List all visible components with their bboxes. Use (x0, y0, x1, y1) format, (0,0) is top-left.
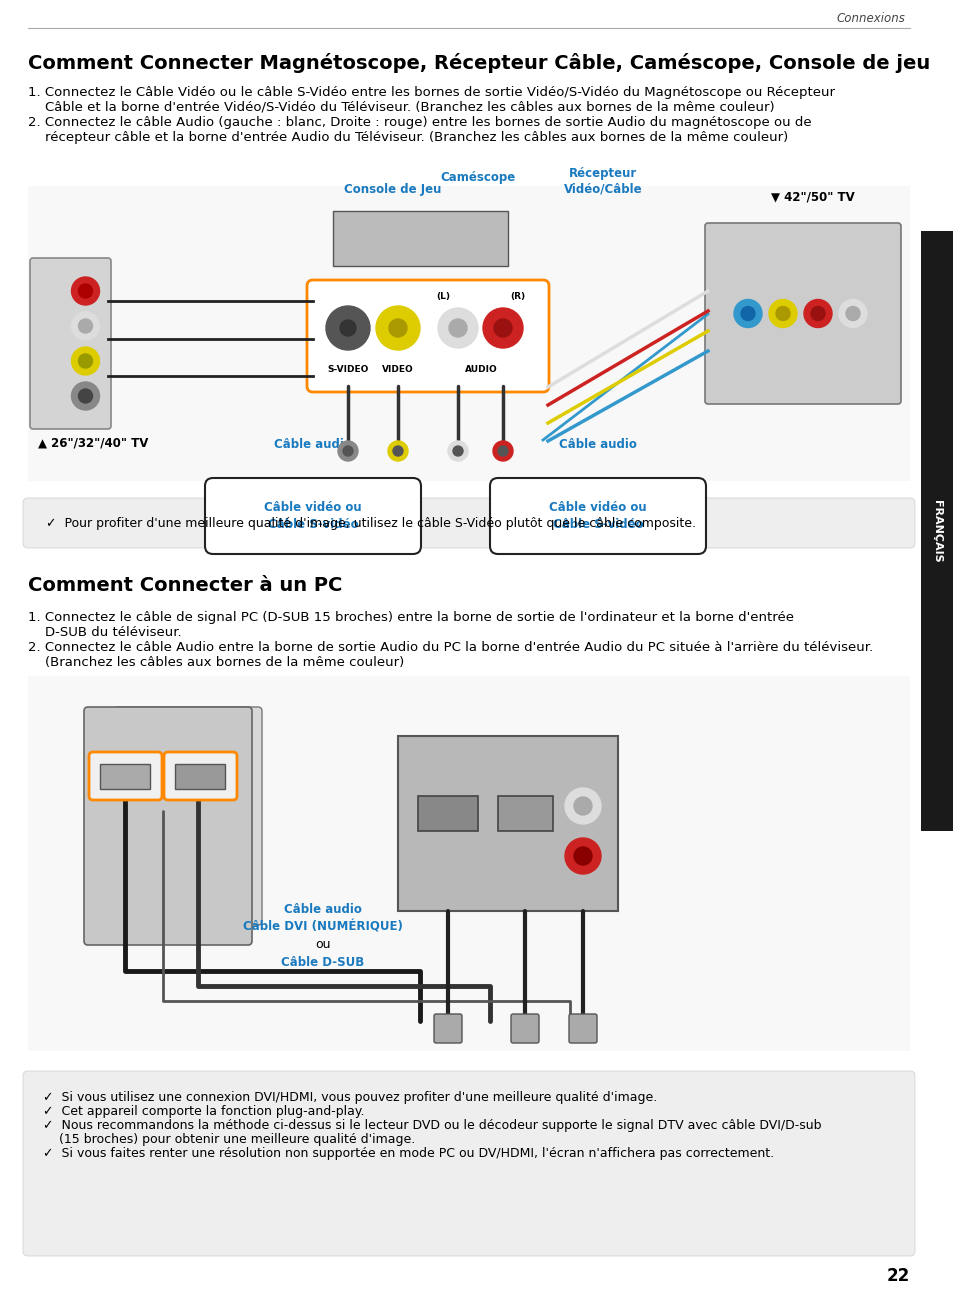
Circle shape (803, 299, 831, 328)
FancyBboxPatch shape (89, 753, 162, 800)
Text: VIDEO: VIDEO (382, 364, 414, 374)
FancyBboxPatch shape (113, 707, 262, 926)
Text: ✓  Pour profiter d'une meilleure qualité d'image, utilisez le câble S-Vidéo plut: ✓ Pour profiter d'une meilleure qualité … (46, 517, 696, 530)
FancyBboxPatch shape (434, 1013, 461, 1044)
Text: 2. Connectez le câble Audio entre la borne de sortie Audio du PC la borne d'entr: 2. Connectez le câble Audio entre la bor… (28, 641, 872, 654)
Circle shape (494, 319, 512, 337)
Text: Câble DVI (NUMÉRIQUE): Câble DVI (NUMÉRIQUE) (243, 920, 402, 933)
Bar (28, 676, 909, 1051)
FancyBboxPatch shape (84, 707, 252, 945)
Circle shape (838, 299, 866, 328)
Bar (174, 764, 225, 789)
Text: ▲ 26"/32"/40" TV: ▲ 26"/32"/40" TV (38, 437, 149, 448)
Circle shape (78, 319, 92, 333)
Text: Caméscope: Caméscope (440, 170, 515, 184)
Circle shape (393, 446, 402, 456)
Text: Comment Connecter à un PC: Comment Connecter à un PC (28, 576, 342, 595)
Circle shape (71, 312, 99, 340)
Circle shape (482, 308, 522, 347)
Text: 1. Connectez le Câble Vidéo ou le câble S-Vidéo entre les bornes de sortie Vidéo: 1. Connectez le Câble Vidéo ou le câble … (28, 87, 834, 100)
Circle shape (388, 440, 408, 461)
Circle shape (389, 319, 407, 337)
Text: ▼ 42"/50" TV: ▼ 42"/50" TV (770, 191, 854, 205)
Circle shape (574, 847, 592, 865)
Circle shape (71, 347, 99, 375)
Text: Câble audio: Câble audio (284, 903, 361, 916)
Circle shape (337, 440, 357, 461)
Circle shape (78, 284, 92, 298)
Circle shape (564, 838, 600, 874)
Bar (497, 796, 553, 831)
Text: Câble et la borne d'entrée Vidéo/S-Vidéo du Téléviseur. (Branchez les câbles aux: Câble et la borne d'entrée Vidéo/S-Vidéo… (28, 101, 774, 114)
Text: Câble audio: Câble audio (558, 438, 637, 451)
Circle shape (564, 788, 600, 825)
Text: AUDIO: AUDIO (464, 364, 497, 374)
FancyBboxPatch shape (164, 753, 236, 800)
Circle shape (453, 446, 462, 456)
Circle shape (78, 389, 92, 402)
FancyBboxPatch shape (568, 1013, 597, 1044)
Text: récepteur câble et la borne d'entrée Audio du Téléviseur. (Branchez les câbles a: récepteur câble et la borne d'entrée Aud… (28, 131, 787, 144)
FancyBboxPatch shape (205, 479, 420, 555)
Text: Câble vidéo ou
Câble S-vidéo: Câble vidéo ou Câble S-vidéo (549, 501, 646, 531)
Text: FRANÇAIS: FRANÇAIS (931, 499, 942, 562)
Text: Récepteur
Vidéo/Câble: Récepteur Vidéo/Câble (563, 166, 641, 197)
Circle shape (740, 307, 754, 320)
Circle shape (775, 307, 789, 320)
Circle shape (339, 320, 355, 336)
FancyBboxPatch shape (307, 281, 548, 392)
Circle shape (437, 308, 477, 347)
Text: D-SUB du téléviseur.: D-SUB du téléviseur. (28, 625, 181, 638)
FancyBboxPatch shape (397, 735, 618, 911)
Bar (333, 211, 507, 266)
Bar (417, 796, 477, 831)
FancyBboxPatch shape (511, 1013, 538, 1044)
Circle shape (497, 446, 507, 456)
FancyBboxPatch shape (23, 1071, 914, 1256)
Circle shape (343, 446, 353, 456)
Circle shape (493, 440, 513, 461)
FancyBboxPatch shape (704, 223, 900, 404)
Circle shape (768, 299, 796, 328)
Text: (L): (L) (436, 291, 450, 300)
Text: 1. Connectez le câble de signal PC (D-SUB 15 broches) entre la borne de sortie d: 1. Connectez le câble de signal PC (D-SU… (28, 611, 793, 624)
Text: Console de Jeu: Console de Jeu (344, 184, 441, 197)
Text: ✓  Si vous utilisez une connexion DVI/HDMI, vous pouvez profiter d'une meilleure: ✓ Si vous utilisez une connexion DVI/HDM… (43, 1091, 657, 1104)
Text: (15 broches) pour obtenir une meilleure qualité d'image.: (15 broches) pour obtenir une meilleure … (43, 1133, 415, 1146)
Text: ou: ou (314, 937, 331, 950)
FancyBboxPatch shape (490, 479, 705, 555)
Circle shape (733, 299, 761, 328)
Text: (Branchez les câbles aux bornes de la même couleur): (Branchez les câbles aux bornes de la mê… (28, 656, 404, 669)
Text: ✓  Nous recommandons la méthode ci-dessus si le lecteur DVD ou le décodeur suppo: ✓ Nous recommandons la méthode ci-dessus… (43, 1120, 821, 1131)
Circle shape (78, 354, 92, 368)
Text: ✓  Cet appareil comporte la fonction plug-and-play.: ✓ Cet appareil comporte la fonction plug… (43, 1105, 364, 1118)
Circle shape (71, 382, 99, 410)
Bar (920, 231, 953, 831)
Text: Câble D-SUB: Câble D-SUB (281, 956, 364, 969)
Bar (28, 186, 909, 481)
Text: ✓  Si vous faites renter une résolution non supportée en mode PC ou DV/HDMI, l'é: ✓ Si vous faites renter une résolution n… (43, 1147, 773, 1160)
Text: Câble audio: Câble audio (274, 438, 352, 451)
Circle shape (71, 277, 99, 305)
Circle shape (810, 307, 824, 320)
Text: 22: 22 (886, 1266, 909, 1285)
FancyBboxPatch shape (30, 258, 111, 429)
Text: Câble vidéo ou
Câble S-vidéo: Câble vidéo ou Câble S-vidéo (264, 501, 361, 531)
Text: Connexions: Connexions (835, 12, 904, 25)
Circle shape (448, 440, 468, 461)
Circle shape (845, 307, 859, 320)
Text: S-VIDEO: S-VIDEO (327, 364, 368, 374)
Circle shape (326, 305, 370, 350)
Bar (100, 764, 150, 789)
Text: (R): (R) (510, 291, 525, 300)
Circle shape (449, 319, 467, 337)
FancyBboxPatch shape (23, 498, 914, 548)
Text: 2. Connectez le câble Audio (gauche : blanc, Droite : rouge) entre les bornes de: 2. Connectez le câble Audio (gauche : bl… (28, 115, 811, 128)
Circle shape (375, 305, 419, 350)
Text: Comment Connecter Magnétoscope, Récepteur Câble, Caméscope, Console de jeu: Comment Connecter Magnétoscope, Récepteu… (28, 52, 929, 73)
Circle shape (574, 797, 592, 815)
